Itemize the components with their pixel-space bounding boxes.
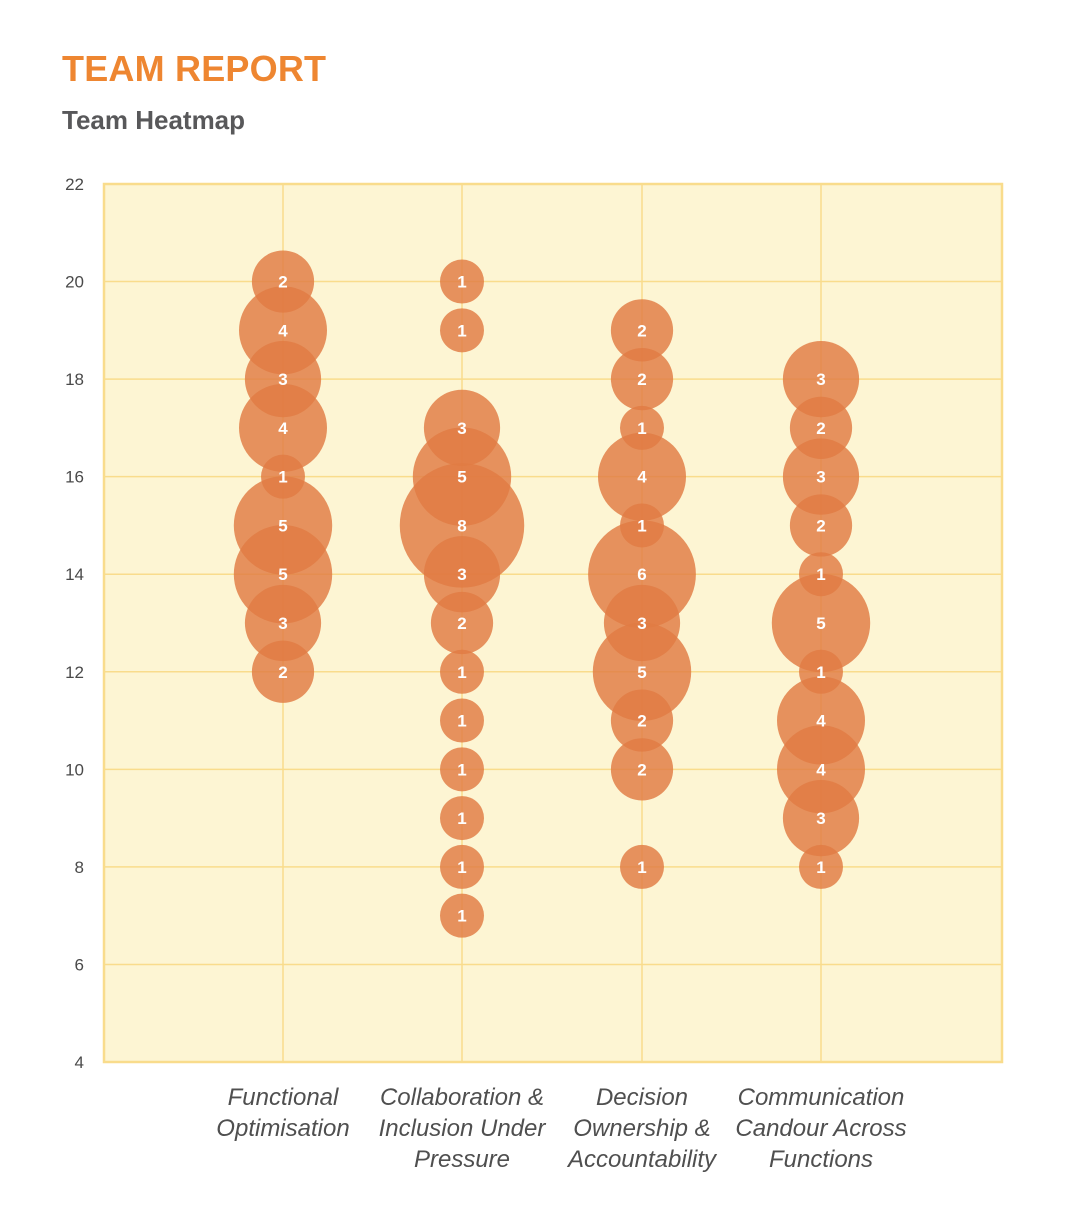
bubble [789, 494, 853, 557]
plot-frame [102, 182, 1004, 1064]
bubble-count-label: 4 [278, 321, 288, 340]
bubble-count-label: 1 [637, 419, 646, 438]
bubble-count-label: 3 [457, 419, 466, 438]
bubble-count-label: 3 [816, 809, 825, 828]
x-category-label: Decision [596, 1084, 688, 1111]
bubble [251, 640, 315, 703]
bubble-count-label: 1 [278, 468, 287, 487]
y-tick-label: 12 [65, 663, 84, 682]
bubble-count-label: 4 [816, 712, 826, 731]
bubble-count-label: 4 [637, 468, 647, 487]
bubble [610, 689, 674, 752]
bubble [782, 341, 860, 418]
bubble-count-label: 3 [816, 370, 825, 389]
bubble-count-label: 3 [278, 370, 287, 389]
bubble [440, 796, 484, 841]
bubble [440, 649, 484, 694]
bubble-count-label: 5 [637, 663, 646, 682]
bubble-count-label: 8 [457, 516, 466, 535]
bubble-count-label: 1 [816, 663, 825, 682]
bubble [440, 747, 484, 792]
bubble-count-label: 2 [637, 370, 646, 389]
bubble-count-label: 1 [457, 273, 466, 292]
bubble [620, 844, 664, 889]
bubble-count-label: 1 [457, 321, 466, 340]
bubble [592, 622, 692, 721]
bubble [239, 383, 327, 472]
bubble [610, 738, 674, 801]
x-category-label: Optimisation [216, 1115, 349, 1142]
bubble-count-label: 4 [278, 419, 288, 438]
bubble-count-label: 2 [637, 321, 646, 340]
bubble-count-label: 1 [816, 858, 825, 877]
bubble [430, 591, 494, 655]
bubble-count-label: 1 [457, 663, 466, 682]
bubble-count-label: 3 [816, 468, 825, 487]
x-category-label: Collaboration & [380, 1084, 544, 1111]
y-tick-label: 10 [65, 760, 84, 779]
x-category-label: Candour Across [735, 1115, 906, 1142]
bubble-count-label: 2 [457, 614, 466, 633]
x-category-label: Communication [738, 1084, 905, 1111]
y-tick-label: 4 [75, 1053, 84, 1072]
y-tick-label: 6 [75, 955, 84, 974]
bubble [799, 844, 843, 889]
bubble-count-label: 3 [637, 614, 646, 633]
bubble [440, 893, 484, 938]
bubble-count-label: 1 [816, 565, 825, 584]
y-tick-label: 14 [65, 565, 84, 584]
bubble [423, 536, 501, 613]
bubble-count-label: 1 [637, 516, 646, 535]
bubble-count-label: 1 [457, 858, 466, 877]
x-category-label: Pressure [414, 1146, 510, 1173]
x-category-label: Functional [228, 1084, 339, 1111]
bubble-count-label: 1 [457, 907, 466, 926]
y-tick-label: 22 [65, 175, 84, 194]
bubble-count-label: 5 [278, 565, 287, 584]
bubble [244, 584, 322, 662]
bubble-count-label: 1 [457, 712, 466, 731]
bubble-count-label: 5 [816, 614, 825, 633]
bubble [782, 438, 860, 515]
x-category-label: Ownership & [573, 1115, 710, 1142]
bubble-layer [233, 250, 871, 938]
bubble-count-label: 1 [457, 760, 466, 779]
bubble-label-layer: 2 4 3 4 1 5 5 3 2 1 1 3 5 8 3 2 1 1 1 1 1 1 2 2 1 4 1 6 3 5 2 2 1 3 2 3 2 1 5 1… [278, 273, 826, 926]
x-category-label: Inclusion Under [379, 1115, 547, 1142]
x-axis: Functional Optimisation Collaboration & Inc… [216, 1084, 906, 1173]
bubble [440, 698, 484, 743]
bubble [440, 259, 484, 304]
bubble-count-label: 1 [457, 809, 466, 828]
x-category-label: Functions [769, 1146, 873, 1173]
bubble [598, 432, 686, 521]
bubble-count-label: 6 [637, 565, 646, 584]
y-axis: 4 6 8 10 12 14 16 18 20 22 [65, 175, 84, 1072]
y-tick-label: 18 [65, 370, 84, 389]
bubble-count-label: 1 [637, 858, 646, 877]
y-tick-label: 16 [65, 468, 84, 487]
y-tick-label: 8 [75, 858, 84, 877]
bubble [440, 844, 484, 889]
bubble-count-label: 2 [278, 663, 287, 682]
bubble-count-label: 2 [278, 273, 287, 292]
bubble-count-label: 2 [637, 712, 646, 731]
report-title: TEAM REPORT [62, 48, 327, 89]
bubble-count-label: 2 [637, 760, 646, 779]
bubble-count-label: 5 [278, 516, 287, 535]
bubble-count-label: 3 [457, 565, 466, 584]
bubble [440, 308, 484, 353]
bubble [771, 573, 871, 673]
bubble [782, 780, 860, 857]
bubble-count-label: 2 [816, 516, 825, 535]
y-tick-label: 20 [65, 273, 84, 292]
bubble-count-label: 3 [278, 614, 287, 633]
bubble-count-label: 5 [457, 468, 466, 487]
x-category-label: Accountability [566, 1146, 718, 1173]
bubble-count-label: 2 [816, 419, 825, 438]
bubble [610, 299, 674, 362]
chart-title: Team Heatmap [62, 105, 246, 135]
bubble [610, 347, 674, 411]
bubble-count-label: 4 [816, 760, 826, 779]
